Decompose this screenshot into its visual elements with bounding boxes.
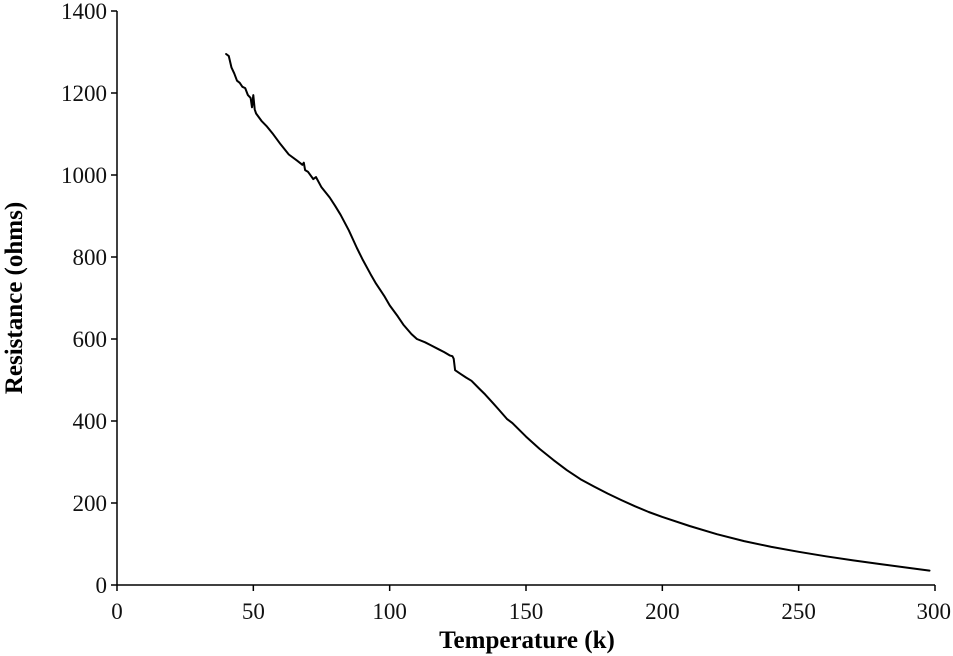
y-axis: 0 200 400 600 800 1000 1200 1400 xyxy=(61,0,118,598)
y-tick-label: 1000 xyxy=(61,163,107,188)
y-tick-label: 400 xyxy=(73,409,108,434)
x-axis-title: Temperature (k) xyxy=(439,627,615,654)
y-tick-label: 800 xyxy=(73,245,108,270)
y-tick-label: 1200 xyxy=(61,81,107,106)
x-tick-label: 150 xyxy=(509,599,544,624)
y-tick-label: 600 xyxy=(73,327,108,352)
plot-area xyxy=(225,53,931,572)
x-axis: 0 50 100 150 200 250 300 xyxy=(111,584,952,624)
y-axis-title: Resistance (ohms) xyxy=(1,202,28,394)
y-tick-label: 0 xyxy=(96,573,108,598)
x-tick-label: 100 xyxy=(372,599,407,624)
x-tick-label: 50 xyxy=(242,599,265,624)
series-line-0 xyxy=(225,53,931,572)
y-tick-label: 200 xyxy=(73,491,108,516)
y-tick-label: 1400 xyxy=(61,0,107,24)
x-tick-label: 250 xyxy=(781,599,816,624)
x-tick-label: 300 xyxy=(917,599,952,624)
x-tick-label: 200 xyxy=(645,599,680,624)
x-tick-label: 0 xyxy=(111,599,123,624)
